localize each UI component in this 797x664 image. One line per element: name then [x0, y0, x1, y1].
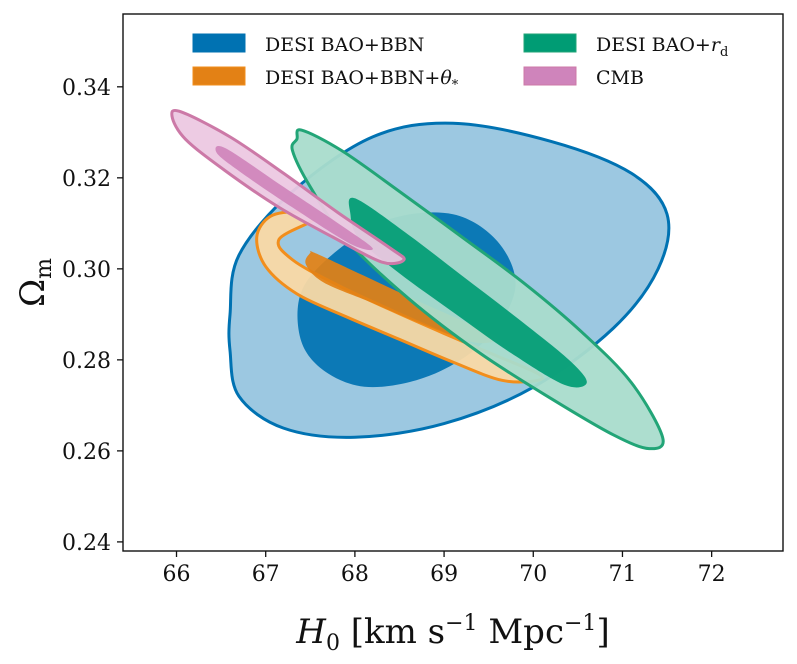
axis-labels: H0 [km s−1 Mpc−1] Ωm [13, 258, 610, 656]
y-tick-label: 0.32 [62, 167, 111, 192]
y-tick-label: 0.30 [62, 258, 111, 283]
y-axis-label: Ωm [13, 258, 57, 307]
legend-swatch-cmb [523, 66, 577, 86]
x-axis-label: H0 [km s−1 Mpc−1] [295, 611, 609, 656]
x-tick-label: 67 [252, 562, 280, 587]
y-tick-label: 0.24 [62, 531, 111, 556]
x-tick-label: 70 [519, 562, 547, 587]
legend-label-desi-bao-bbn: DESI BAO+BBN [265, 34, 424, 56]
legend-swatch-desi-bao-r-d [523, 33, 577, 53]
contour-layer [170, 108, 671, 451]
legend-swatch-desi-bao-bbn [192, 33, 246, 53]
legend-label-desi-bao-bbn: DESI BAO+BBN+θ* [265, 67, 459, 93]
x-tick-label: 71 [608, 562, 636, 587]
x-tick-label: 68 [341, 562, 369, 587]
x-tick-label: 66 [163, 562, 191, 587]
x-tick-label: 72 [698, 562, 726, 587]
contour-cmb-2sigma [170, 108, 406, 266]
y-tick-label: 0.26 [62, 440, 111, 465]
contour-cmb-1sigma [215, 146, 373, 251]
legend-label-cmb: CMB [596, 67, 644, 89]
legend-swatch-desi-bao-bbn [192, 66, 246, 86]
plot-frame [122, 13, 784, 552]
y-tick-label: 0.28 [62, 349, 111, 374]
legend-label-desi-bao-r-d: DESI BAO+rd [596, 34, 728, 60]
tick-layer: 66 67 68 69 70 71 72 0.24 0.26 0.28 0.30 0.32 0.34 [62, 76, 726, 587]
contour-desi-bao-r-d-1sigma [348, 197, 587, 388]
series-cmb [170, 108, 406, 266]
legend: DESI BAO+BBN DESI BAO+BBN+θ* DESI BAO+rd CM… [192, 33, 728, 93]
x-tick-label: 69 [430, 562, 458, 587]
y-tick-label: 0.34 [62, 76, 111, 101]
